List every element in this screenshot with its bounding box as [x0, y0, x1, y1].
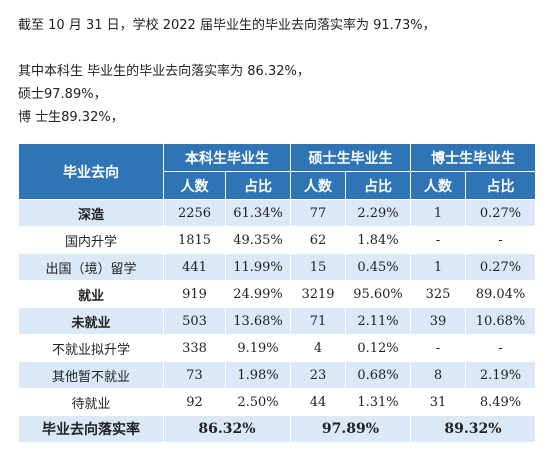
cell: 出国（境）留学 [18, 253, 164, 281]
table: 毕业去向 本科生毕业生 硕士生毕业生 博士生毕业生 人数 占比 人数 占比 人数 占比 深… [18, 143, 536, 443]
cell: 97.89% [290, 415, 411, 443]
cell: 就业 [18, 280, 164, 308]
cell: 0.27% [465, 199, 536, 227]
table-header: 毕业去向 本科生毕业生 硕士生毕业生 博士生毕业生 人数 占比 人数 占比 人数 占比 [18, 143, 536, 200]
header-cell: 占比 [345, 171, 411, 200]
cell: 10.68% [465, 307, 536, 335]
header-cell: 人数 [410, 171, 466, 200]
row: 未就业 503 13.68% 71 2.11% 39 10.68% [18, 307, 536, 335]
cell: 31 [410, 388, 466, 416]
header-cell: 占比 [225, 171, 291, 200]
cell: 86.32% [163, 415, 291, 443]
cell: 1 [410, 253, 466, 281]
row: 不就业拟升学 338 9.19% 4 0.12% - - [18, 334, 536, 362]
cell: 49.35% [225, 226, 291, 254]
cell: 919 [163, 280, 226, 308]
cell: 深造 [18, 199, 164, 227]
cell: 3219 [290, 280, 346, 308]
cell: 8.49% [465, 388, 536, 416]
paragraph: 其中本科生 毕业生的毕业去向落实率为 86.32%， [18, 64, 310, 79]
cell: 1815 [163, 226, 226, 254]
cell: 8 [410, 361, 466, 389]
header-cell: 本科生毕业生 [163, 143, 291, 172]
row: 其他暂不就业 73 1.98% 23 0.68% 8 2.19% [18, 361, 536, 389]
cell: 11.99% [225, 253, 291, 281]
cell: 毕业去向落实率 [18, 415, 164, 443]
cell: 441 [163, 253, 226, 281]
cell: 4 [290, 334, 346, 362]
cell: 1.84% [345, 226, 411, 254]
cell: 9.19% [225, 334, 291, 362]
row: 待就业 92 2.50% 44 1.31% 31 8.49% [18, 388, 536, 416]
cell: 不就业拟升学 [18, 334, 164, 362]
header-cell: 博士生毕业生 [410, 143, 536, 172]
paragraph: 博 士生89.32%， [18, 110, 124, 125]
cell: 39 [410, 307, 466, 335]
cell: 1.31% [345, 388, 411, 416]
cell: 1.98% [225, 361, 291, 389]
cell: 89.32% [410, 415, 536, 443]
header-row: 毕业去向 本科生毕业生 硕士生毕业生 博士生毕业生 [18, 143, 536, 200]
header-cell: 毕业去向 [18, 143, 164, 200]
cell: 2.50% [225, 388, 291, 416]
cell: 0.12% [345, 334, 411, 362]
cell: 15 [290, 253, 346, 281]
paragraph: 截至 10 月 31 日，学校 2022 届毕业生的毕业去向落实率为 91.73… [18, 18, 436, 33]
cell: 77 [290, 199, 346, 227]
cell: 73 [163, 361, 226, 389]
cell: 503 [163, 307, 226, 335]
cell: 国内升学 [18, 226, 164, 254]
cell: 338 [163, 334, 226, 362]
cell: 325 [410, 280, 466, 308]
cell: 0.27% [465, 253, 536, 281]
header-cell: 人数 [290, 171, 346, 200]
row: 出国（境）留学 441 11.99% 15 0.45% 1 0.27% [18, 253, 536, 281]
cell: 95.60% [345, 280, 411, 308]
cell: 13.68% [225, 307, 291, 335]
cell: - [410, 334, 466, 362]
cell: 0.68% [345, 361, 411, 389]
row: 深造 2256 61.34% 77 2.29% 1 0.27% [18, 199, 536, 227]
cell: 24.99% [225, 280, 291, 308]
row: 国内升学 1815 49.35% 62 1.84% - - [18, 226, 536, 254]
cell: 未就业 [18, 307, 164, 335]
cell: - [410, 226, 466, 254]
table-footer: 毕业去向落实率 86.32% 97.89% 89.32% [18, 415, 536, 443]
row: 就业 919 24.99% 3219 95.60% 325 89.04% [18, 280, 536, 308]
cell: 2.11% [345, 307, 411, 335]
cell: 71 [290, 307, 346, 335]
header-cell: 硕士生毕业生 [290, 143, 411, 172]
cell: - [465, 226, 536, 254]
cell: 2.29% [345, 199, 411, 227]
cell: 61.34% [225, 199, 291, 227]
cell: 23 [290, 361, 346, 389]
cell: 92 [163, 388, 226, 416]
footer-row: 毕业去向落实率 86.32% 97.89% 89.32% [18, 415, 536, 443]
cell: 其他暂不就业 [18, 361, 164, 389]
header-cell: 人数 [163, 171, 226, 200]
header-cell: 占比 [465, 171, 536, 200]
header-row: 人数 占比 人数 占比 人数 占比 [19, 171, 536, 200]
cell: 待就业 [18, 388, 164, 416]
cell: - [465, 334, 536, 362]
cell: 0.45% [345, 253, 411, 281]
cell: 44 [290, 388, 346, 416]
cell: 1 [410, 199, 466, 227]
cell: 89.04% [465, 280, 536, 308]
cell: 2.19% [465, 361, 536, 389]
table-body: 深造 2256 61.34% 77 2.29% 1 0.27% 国内升学 1815 49.35% 6… [18, 199, 536, 416]
cell: 2256 [163, 199, 226, 227]
paragraph: 硕士97.89%， [18, 87, 107, 102]
cell: 62 [290, 226, 346, 254]
